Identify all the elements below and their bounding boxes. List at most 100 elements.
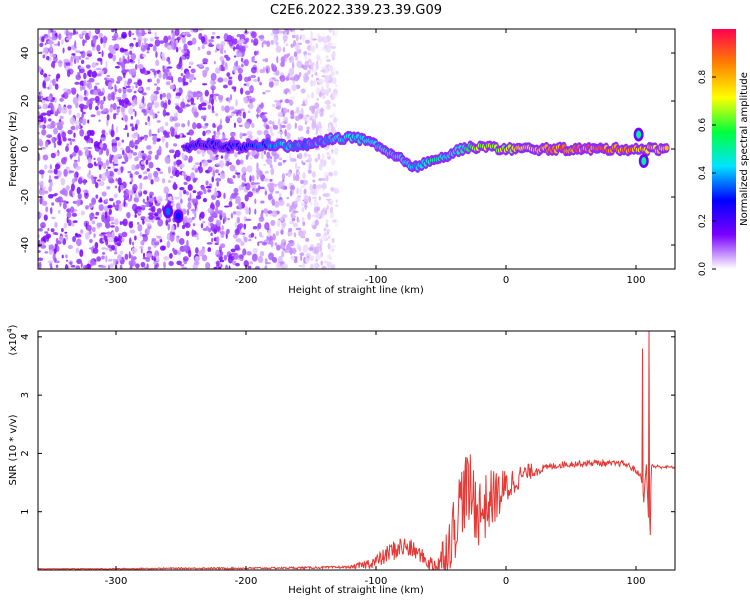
noise-speck: [39, 241, 46, 246]
noise-speck: [123, 97, 130, 105]
noise-speck: [76, 238, 82, 247]
noise-speck: [140, 261, 146, 268]
noise-speck: [209, 93, 214, 99]
noise-speck: [240, 45, 246, 53]
noise-speck: [334, 30, 338, 38]
noise-speck: [282, 159, 287, 163]
noise-speck: [215, 206, 219, 215]
noise-speck: [76, 199, 81, 207]
noise-speck: [57, 40, 61, 47]
noise-speck: [332, 30, 335, 36]
noise-speck: [54, 110, 58, 116]
noise-speck: [156, 78, 160, 84]
noise-speck: [156, 208, 162, 214]
noise-speck: [148, 121, 151, 126]
noise-speck: [112, 165, 115, 169]
noise-speck: [162, 102, 168, 110]
noise-speck: [296, 49, 301, 54]
noise-speck: [87, 119, 90, 124]
noise-speck: [217, 77, 224, 83]
noise-speck: [274, 201, 280, 208]
noise-speck: [96, 73, 102, 77]
noise-speck: [61, 94, 65, 98]
noise-speck: [47, 96, 52, 101]
noise-speck: [61, 157, 67, 165]
noise-speck: [161, 177, 166, 184]
noise-speck: [218, 266, 222, 269]
noise-speck: [288, 228, 293, 232]
noise-speck: [280, 186, 285, 189]
noise-speck: [250, 74, 257, 79]
noise-speck: [76, 112, 81, 118]
noise-speck: [119, 250, 124, 255]
noise-speck: [202, 83, 208, 86]
noise-speck: [283, 116, 289, 122]
noise-speck: [74, 81, 80, 85]
noise-speck: [281, 214, 288, 219]
noise-speck: [324, 66, 329, 74]
noise-speck: [153, 170, 159, 178]
noise-speck: [69, 116, 76, 125]
noise-speck: [271, 149, 277, 157]
noise-speck: [211, 105, 215, 113]
noise-speck: [146, 253, 153, 257]
noise-speck: [103, 108, 107, 112]
noise-speck: [265, 124, 270, 130]
noise-speck: [263, 163, 267, 166]
noise-speck: [95, 82, 100, 85]
noise-speck: [114, 204, 120, 209]
noise-speck: [48, 102, 54, 108]
noise-speck: [264, 190, 268, 196]
noise-speck: [51, 216, 56, 220]
noise-speck: [234, 187, 239, 193]
noise-speck: [114, 245, 118, 249]
noise-speck: [296, 60, 303, 68]
noise-speck: [80, 262, 83, 269]
noise-speck: [215, 154, 219, 158]
noise-speck: [67, 104, 72, 110]
noise-speck: [171, 29, 174, 34]
noise-speck: [69, 206, 75, 214]
noise-speck: [283, 33, 288, 37]
noise-speck: [115, 177, 118, 182]
noise-speck: [230, 132, 236, 137]
noise-speck: [273, 99, 280, 103]
noise-speck: [200, 99, 207, 104]
noise-speck: [101, 247, 107, 250]
noise-speck: [93, 233, 96, 238]
noise-speck: [100, 103, 104, 110]
noise-speck: [88, 138, 92, 144]
noise-speck: [181, 123, 186, 128]
x-tick-label: 100: [626, 275, 645, 286]
noise-speck: [98, 119, 101, 122]
noise-speck: [252, 247, 258, 254]
noise-speck: [148, 29, 151, 33]
noise-speck: [300, 201, 305, 207]
noise-speck: [52, 53, 56, 58]
noise-speck: [279, 123, 283, 132]
noise-speck: [42, 80, 46, 88]
noise-speck: [196, 191, 202, 196]
noise-speck: [66, 216, 69, 224]
noise-speck: [306, 93, 311, 99]
noise-speck: [138, 103, 142, 110]
noise-speck: [188, 155, 193, 163]
noise-speck: [72, 190, 75, 197]
noise-speck: [215, 131, 221, 136]
noise-speck: [86, 82, 90, 88]
noise-speck: [46, 134, 53, 139]
noise-speck: [65, 254, 68, 259]
noise-speck: [41, 200, 48, 206]
noise-speck: [173, 113, 179, 118]
noise-speck: [185, 175, 191, 182]
noise-speck: [159, 239, 163, 243]
noise-speck: [163, 130, 168, 136]
noise-speck: [267, 182, 273, 189]
noise-speck: [257, 76, 260, 83]
noise-speck: [279, 216, 284, 221]
noise-speck: [313, 212, 317, 216]
noise-speck: [302, 64, 307, 70]
noise-speck: [243, 236, 248, 243]
noise-speck: [101, 255, 105, 260]
noise-speck: [216, 35, 221, 39]
